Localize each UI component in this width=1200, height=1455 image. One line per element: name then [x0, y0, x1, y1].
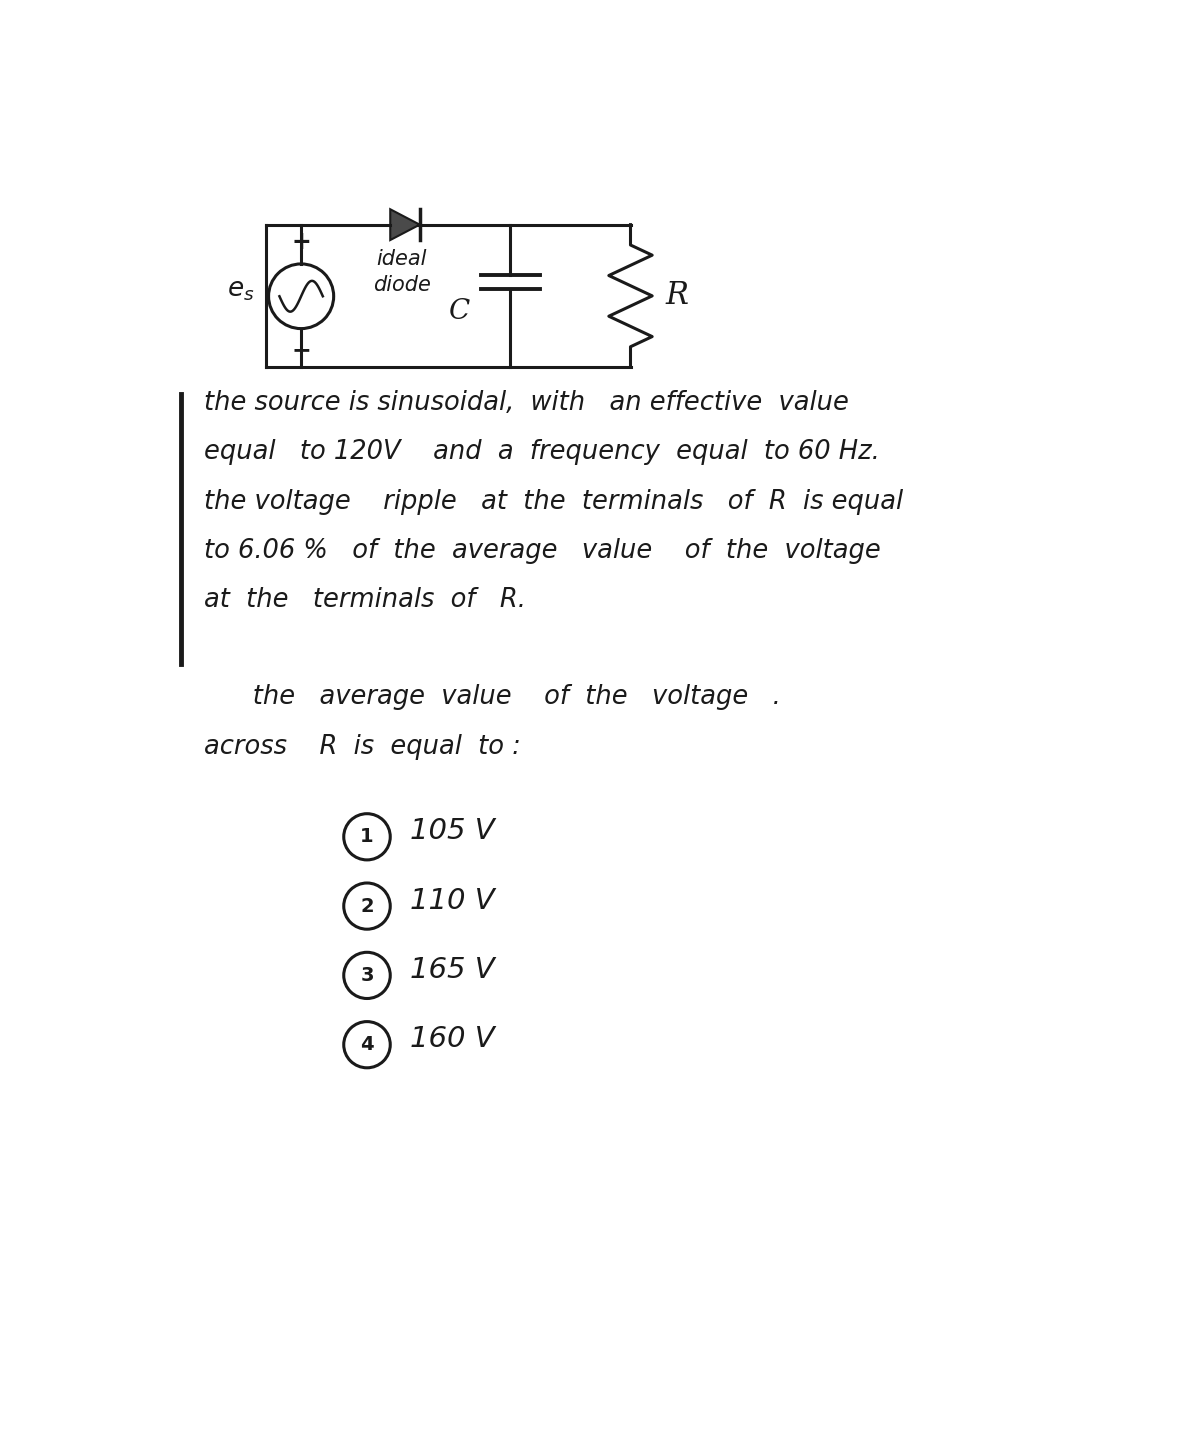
Text: across    R  is  equal  to :: across R is equal to :: [204, 733, 521, 760]
Text: 2: 2: [360, 896, 374, 915]
Text: $\it{e_s}$: $\it{e_s}$: [227, 278, 254, 303]
Text: 105 V: 105 V: [409, 818, 494, 845]
Text: the   average  value    of  the   voltage   .: the average value of the voltage .: [204, 684, 781, 710]
Text: diode: diode: [373, 275, 431, 295]
Text: 1: 1: [360, 828, 374, 847]
Text: 110 V: 110 V: [409, 886, 494, 915]
Text: R: R: [665, 281, 689, 311]
Text: to 6.06 %   of  the  average   value    of  the  voltage: to 6.06 % of the average value of the vo…: [204, 538, 881, 565]
Text: at  the   terminals  of   R.: at the terminals of R.: [204, 588, 526, 614]
Text: 3: 3: [360, 966, 373, 985]
Text: the voltage    ripple   at  the  terminals   of  R  is equal: the voltage ripple at the terminals of R…: [204, 489, 904, 515]
Text: +: +: [292, 230, 311, 255]
Text: 4: 4: [360, 1035, 374, 1055]
Text: −: −: [292, 338, 311, 362]
Text: 165 V: 165 V: [409, 956, 494, 984]
Text: the source is sinusoidal,  with   an effective  value: the source is sinusoidal, with an effect…: [204, 390, 850, 416]
Text: ideal: ideal: [377, 249, 427, 269]
Polygon shape: [390, 210, 420, 240]
Text: equal   to 120V    and  a  frequency  equal  to 60 Hz.: equal to 120V and a frequency equal to 6…: [204, 439, 880, 466]
Text: C: C: [449, 298, 470, 324]
Text: 160 V: 160 V: [409, 1026, 494, 1053]
